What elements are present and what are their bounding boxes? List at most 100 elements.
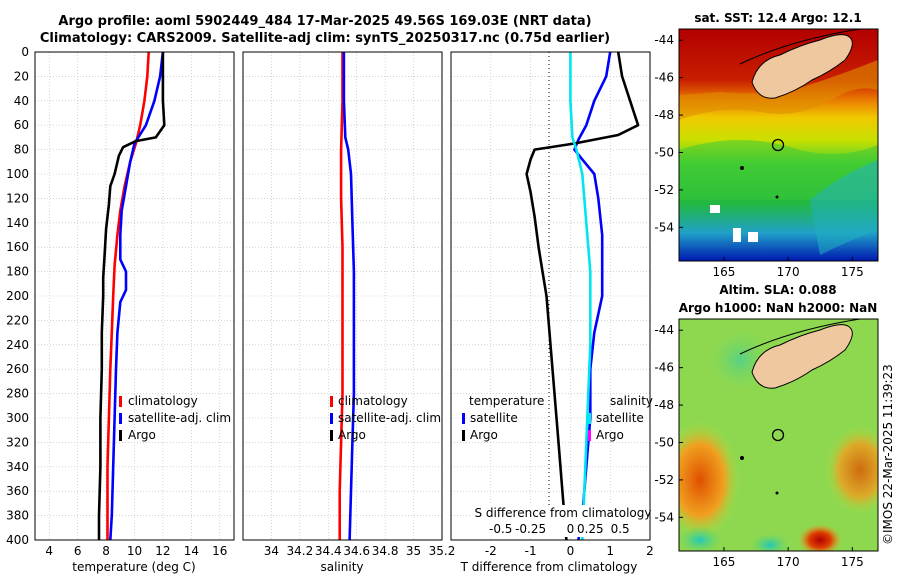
lat-tick-label: -54: [654, 510, 674, 524]
temperature-axes-frame: [34, 51, 235, 541]
sla-strong-anomaly: [798, 524, 842, 551]
lon-tick-label: 175: [841, 265, 864, 279]
legend-swatch-argo: [330, 430, 333, 441]
depth-tick-label: 20: [14, 69, 29, 83]
legend-swatch-s-satellite: [588, 413, 591, 424]
legend-label-satellite-adj: satellite-adj. clim: [128, 411, 231, 425]
legend-swatch-t-satellite: [462, 413, 465, 424]
imos-timestamp-watermark: ©IMOS 22-Mar-2025 11:39:23: [881, 364, 895, 545]
depth-tick-label: 300: [6, 411, 29, 425]
x-tick-label: 35.2: [429, 544, 456, 558]
depth-tick-label: 380: [6, 509, 29, 523]
x-tick-label: -1: [525, 544, 537, 558]
lon-tick-label: 170: [777, 265, 800, 279]
difference-panel: -2 -1 0 1 2 temperature satellite Argo salin…: [450, 51, 654, 574]
depth-tick-label: 0: [21, 45, 29, 59]
depth-tick-label: 260: [6, 362, 29, 376]
legend-swatch-climatology: [330, 396, 333, 407]
x-tick-label: 34.4: [315, 544, 342, 558]
sla-map: Altim. SLA: 0.088 Argo h1000: NaN h2000:…: [654, 283, 879, 569]
salinity-satellite-profile-line: [569, 52, 592, 541]
s-difference-tick-label: -0.25: [515, 522, 546, 536]
legend-swatch-satellite-adj: [119, 413, 122, 424]
argo-profile-line: [97, 52, 166, 540]
legend-label-t-argo: Argo: [470, 428, 498, 442]
lon-tick-label: 175: [841, 555, 864, 569]
x-tick-label: 0: [567, 544, 575, 558]
satellite-adj-clim-profile-line: [109, 51, 165, 541]
x-tick-label: 35: [406, 544, 421, 558]
lat-tick-label: -50: [654, 145, 674, 159]
depth-tick-label: 80: [14, 143, 29, 157]
difference-profiles: [525, 51, 640, 541]
depth-tick-label: 360: [6, 484, 29, 498]
depth-tick-label: 240: [6, 338, 29, 352]
x-tick-label: 12: [155, 544, 170, 558]
lon-tick-label: 170: [777, 555, 800, 569]
depth-tick-label: 120: [6, 191, 29, 205]
lon-tick-label: 165: [712, 555, 735, 569]
sla-positive-anomaly: [825, 425, 878, 515]
depth-tick-label: 180: [6, 265, 29, 279]
figure-title-line1: Argo profile: aoml 5902449_484 17-Mar-20…: [58, 14, 592, 29]
temperature-profiles: [97, 51, 166, 541]
lon-tick-label: 165: [712, 265, 735, 279]
legend-label-s-satellite: satellite: [596, 411, 644, 425]
salinity-legend: climatology satellite-adj. clim Argo: [330, 394, 441, 442]
temperature-axis-ticks: 4 6 8 10 12 14 16: [45, 544, 227, 558]
legend-swatch-argo: [119, 430, 122, 441]
satellite-adj-clim-profile-line: [342, 52, 356, 541]
legend-label-argo: Argo: [338, 428, 366, 442]
x-tick-label: 10: [127, 544, 142, 558]
sst-green-band: [679, 140, 878, 200]
temperature-legend: climatology satellite-adj. clim Argo: [119, 394, 231, 442]
x-tick-label: -2: [485, 544, 497, 558]
depth-tick-label: 200: [6, 289, 29, 303]
t-difference-axis-ticks: -2 -1 0 1 2: [485, 544, 654, 558]
legend-heading-temperature: temperature: [469, 394, 544, 408]
x-tick-label: 14: [184, 544, 199, 558]
legend-swatch-s-argo: [588, 430, 591, 441]
temperature-argo-profile-line: [525, 51, 640, 541]
s-difference-tick-label: -0.5: [489, 522, 512, 536]
salinity-profiles: [338, 52, 356, 541]
s-difference-axis-box: [470, 505, 648, 537]
new-zealand-landmass: [751, 34, 853, 99]
sst-missing-data: [733, 228, 741, 242]
depth-tick-label: 160: [6, 240, 29, 254]
sst-missing-data: [710, 205, 720, 213]
difference-axes-frame: [450, 51, 651, 541]
island-marker: [740, 456, 744, 460]
lat-tick-label: -44: [654, 323, 674, 337]
legend-label-satellite-adj: satellite-adj. clim: [338, 411, 441, 425]
sla-negative-anomaly: [679, 526, 722, 551]
lat-tick-label: -48: [654, 398, 674, 412]
temperature-grid: [35, 51, 234, 541]
lat-tick-label: -46: [654, 361, 674, 375]
legend-heading-salinity: salinity: [610, 394, 653, 408]
argo-float-position-marker: [771, 428, 785, 442]
salinity-axis-ticks: 34 34.2 34.4 34.6 34.8 35 35.2: [264, 544, 456, 558]
x-tick-label: 16: [212, 544, 227, 558]
x-tick-label: 4: [45, 544, 53, 558]
depth-tick-label: 220: [6, 313, 29, 327]
island-marker: [740, 166, 744, 170]
lat-tick-label: -52: [654, 473, 674, 487]
s-difference-tick-label: 0.5: [611, 522, 630, 536]
temperature-panel: 0 20 40 60 80 100 120 140 160 180 200 220 240 260 280 3…: [6, 45, 235, 574]
temperature-axis-label: temperature (deg C): [72, 560, 195, 574]
depth-tick-label: 340: [6, 460, 29, 474]
lat-tick-label: -52: [654, 183, 674, 197]
difference-legend: temperature satellite Argo salinity sate…: [462, 394, 653, 442]
depth-tick-label: 40: [14, 94, 29, 108]
lat-tick-label: -48: [654, 108, 674, 122]
temperature-satellite-profile-line: [573, 51, 612, 541]
sla-map-frame: [678, 318, 879, 552]
sla-lon-ticks: 165 170 175: [712, 547, 864, 569]
sst-lon-ticks: 165 170 175: [712, 257, 864, 279]
coastline-contour: [739, 319, 861, 355]
new-zealand-landmass: [751, 324, 853, 389]
sla-positive-anomaly: [679, 420, 740, 540]
salinity-axis-label: salinity: [320, 560, 363, 574]
